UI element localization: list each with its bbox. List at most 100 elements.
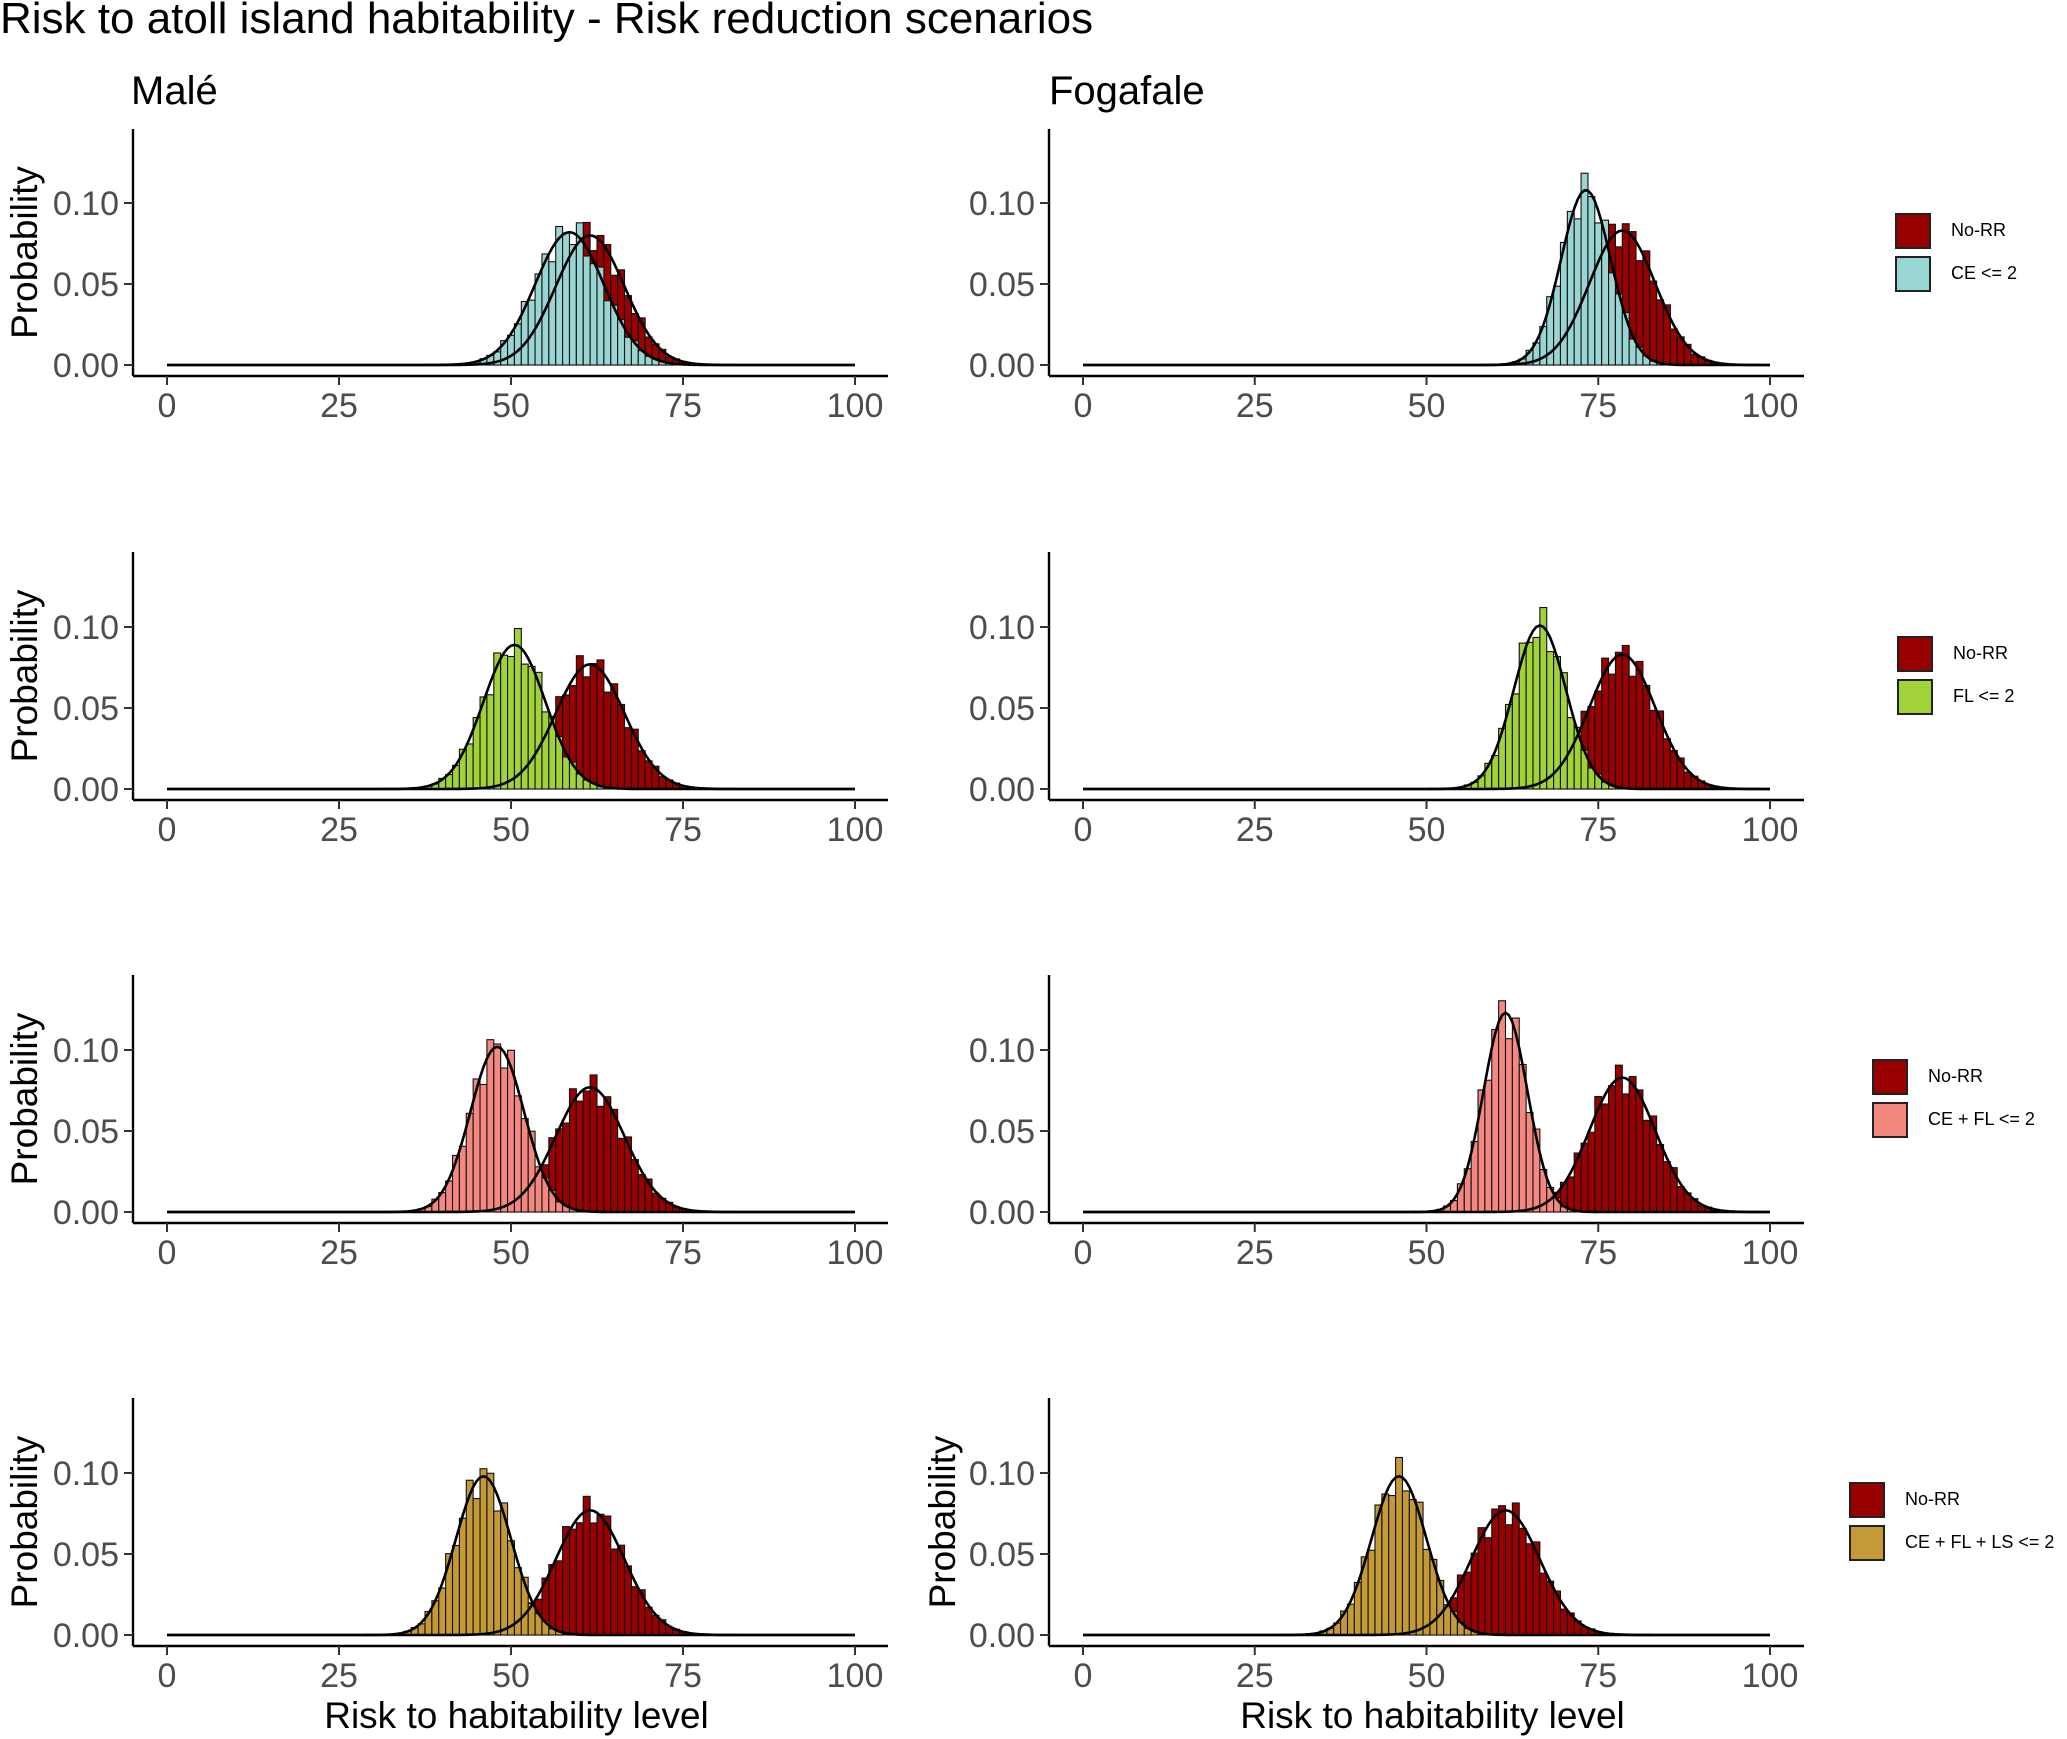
- bar: [1566, 210, 1575, 366]
- x-tick-label: 75: [1579, 811, 1617, 849]
- bar: [1491, 754, 1500, 790]
- x-tick-label: 75: [664, 1657, 702, 1695]
- bar: [1539, 606, 1548, 790]
- bar: [610, 1548, 619, 1636]
- x-tick-label: 0: [1074, 1657, 1093, 1695]
- bar: [1608, 673, 1616, 790]
- bar: [1566, 1176, 1575, 1213]
- series-ce-bars: [465, 222, 674, 366]
- bar: [637, 1173, 646, 1213]
- y-tick-label: 0.00: [969, 1617, 1035, 1655]
- legend-item: CE + FL + LS <= 2: [1849, 1521, 2054, 1564]
- bar: [513, 627, 522, 790]
- bar: [1656, 299, 1665, 366]
- bar: [1470, 1552, 1479, 1636]
- bar: [486, 1472, 495, 1636]
- x-tick-label: 100: [827, 1234, 884, 1272]
- x-tick-label: 50: [492, 1234, 530, 1272]
- legend-row-4: No-RR CE + FL + LS <= 2: [1849, 1478, 2054, 1564]
- y-tick-label: 0.00: [969, 347, 1035, 385]
- x-tick-label: 100: [827, 387, 884, 425]
- legend-label: CE + FL + LS <= 2: [1905, 1532, 2055, 1552]
- legend-label: FL <= 2: [1953, 686, 2015, 706]
- bar: [603, 1096, 612, 1213]
- y-tick-label: 0.00: [53, 1617, 119, 1655]
- series-cefl-bars: [417, 1039, 577, 1213]
- bar: [1367, 1549, 1376, 1636]
- bar: [582, 1090, 591, 1213]
- bar: [1642, 1119, 1651, 1213]
- bar: [438, 1587, 447, 1636]
- x-tick-label: 25: [320, 1234, 358, 1272]
- bar: [562, 1122, 571, 1213]
- y-tick-label: 0.05: [53, 690, 119, 728]
- bar: [513, 1567, 522, 1636]
- y-tick-label: 0.00: [53, 771, 119, 809]
- bar: [1511, 693, 1520, 790]
- legend-swatch: [1849, 1524, 1885, 1561]
- bar: [582, 255, 591, 366]
- bar: [623, 336, 632, 366]
- bar: [582, 1495, 591, 1636]
- density-curve-cefl: [167, 1045, 855, 1214]
- bar: [1662, 738, 1671, 790]
- bar: [1518, 1063, 1527, 1213]
- y-tick-label: 0.05: [969, 266, 1035, 304]
- bar: [1573, 218, 1582, 366]
- density-curve-fl: [1083, 623, 1770, 791]
- x-tick-label: 100: [827, 811, 884, 849]
- y-tick-label: 0.10: [969, 185, 1035, 223]
- bar: [589, 663, 598, 790]
- bar: [1676, 1186, 1685, 1213]
- x-tick-label: 25: [320, 1657, 358, 1695]
- y-axis-label: Probability: [4, 589, 45, 762]
- x-axis-label: Risk to habitability level: [324, 1695, 709, 1736]
- bar: [541, 711, 550, 790]
- bar: [493, 1510, 502, 1636]
- bar: [493, 1043, 502, 1213]
- bar: [603, 300, 612, 366]
- y-tick-label: 0.10: [969, 1455, 1035, 1493]
- bar: [1621, 1093, 1630, 1213]
- x-tick-label: 100: [827, 1657, 884, 1695]
- y-tick-label: 0.10: [53, 609, 119, 647]
- x-tick-label: 25: [320, 811, 358, 849]
- y-axis-label: Probability: [4, 1012, 45, 1185]
- density-curve-cefl: [1083, 1011, 1770, 1214]
- x-tick-label: 0: [158, 1234, 177, 1272]
- bar: [1608, 272, 1616, 366]
- bar: [582, 676, 591, 790]
- bar: [1504, 1038, 1513, 1213]
- legend-label: CE <= 2: [1951, 263, 2018, 283]
- bar: [1580, 172, 1589, 366]
- bar: [575, 1522, 584, 1636]
- bar: [610, 683, 619, 790]
- x-tick-label: 50: [492, 1657, 530, 1695]
- x-tick-label: 100: [1742, 1234, 1799, 1272]
- bar: [1511, 1502, 1520, 1636]
- bar: [617, 703, 626, 790]
- bar: [555, 1560, 564, 1636]
- legend-item: No-RR: [1895, 209, 2017, 252]
- legend-swatch: [1872, 1101, 1908, 1138]
- bar: [644, 1606, 653, 1636]
- panel-title: Fogafale: [1049, 69, 1205, 113]
- bar: [1539, 1572, 1548, 1636]
- bar: [1491, 1508, 1500, 1636]
- x-tick-label: 50: [1408, 1234, 1446, 1272]
- y-tick-label: 0.05: [969, 1113, 1035, 1151]
- legend-label: No-RR: [1928, 1066, 1984, 1086]
- legend-item: No-RR: [1897, 632, 2014, 675]
- legend-item: CE <= 2: [1895, 252, 2017, 295]
- bar: [610, 1108, 619, 1213]
- y-axis-label: Probability: [4, 1435, 45, 1608]
- x-tick-label: 0: [158, 1657, 177, 1695]
- bar: [1498, 1505, 1507, 1636]
- density-curve-fl: [167, 643, 855, 791]
- bar: [568, 1528, 577, 1636]
- y-tick-label: 0.05: [969, 690, 1035, 728]
- y-axis-label: Probability: [922, 1435, 963, 1608]
- x-tick-label: 100: [1742, 811, 1799, 849]
